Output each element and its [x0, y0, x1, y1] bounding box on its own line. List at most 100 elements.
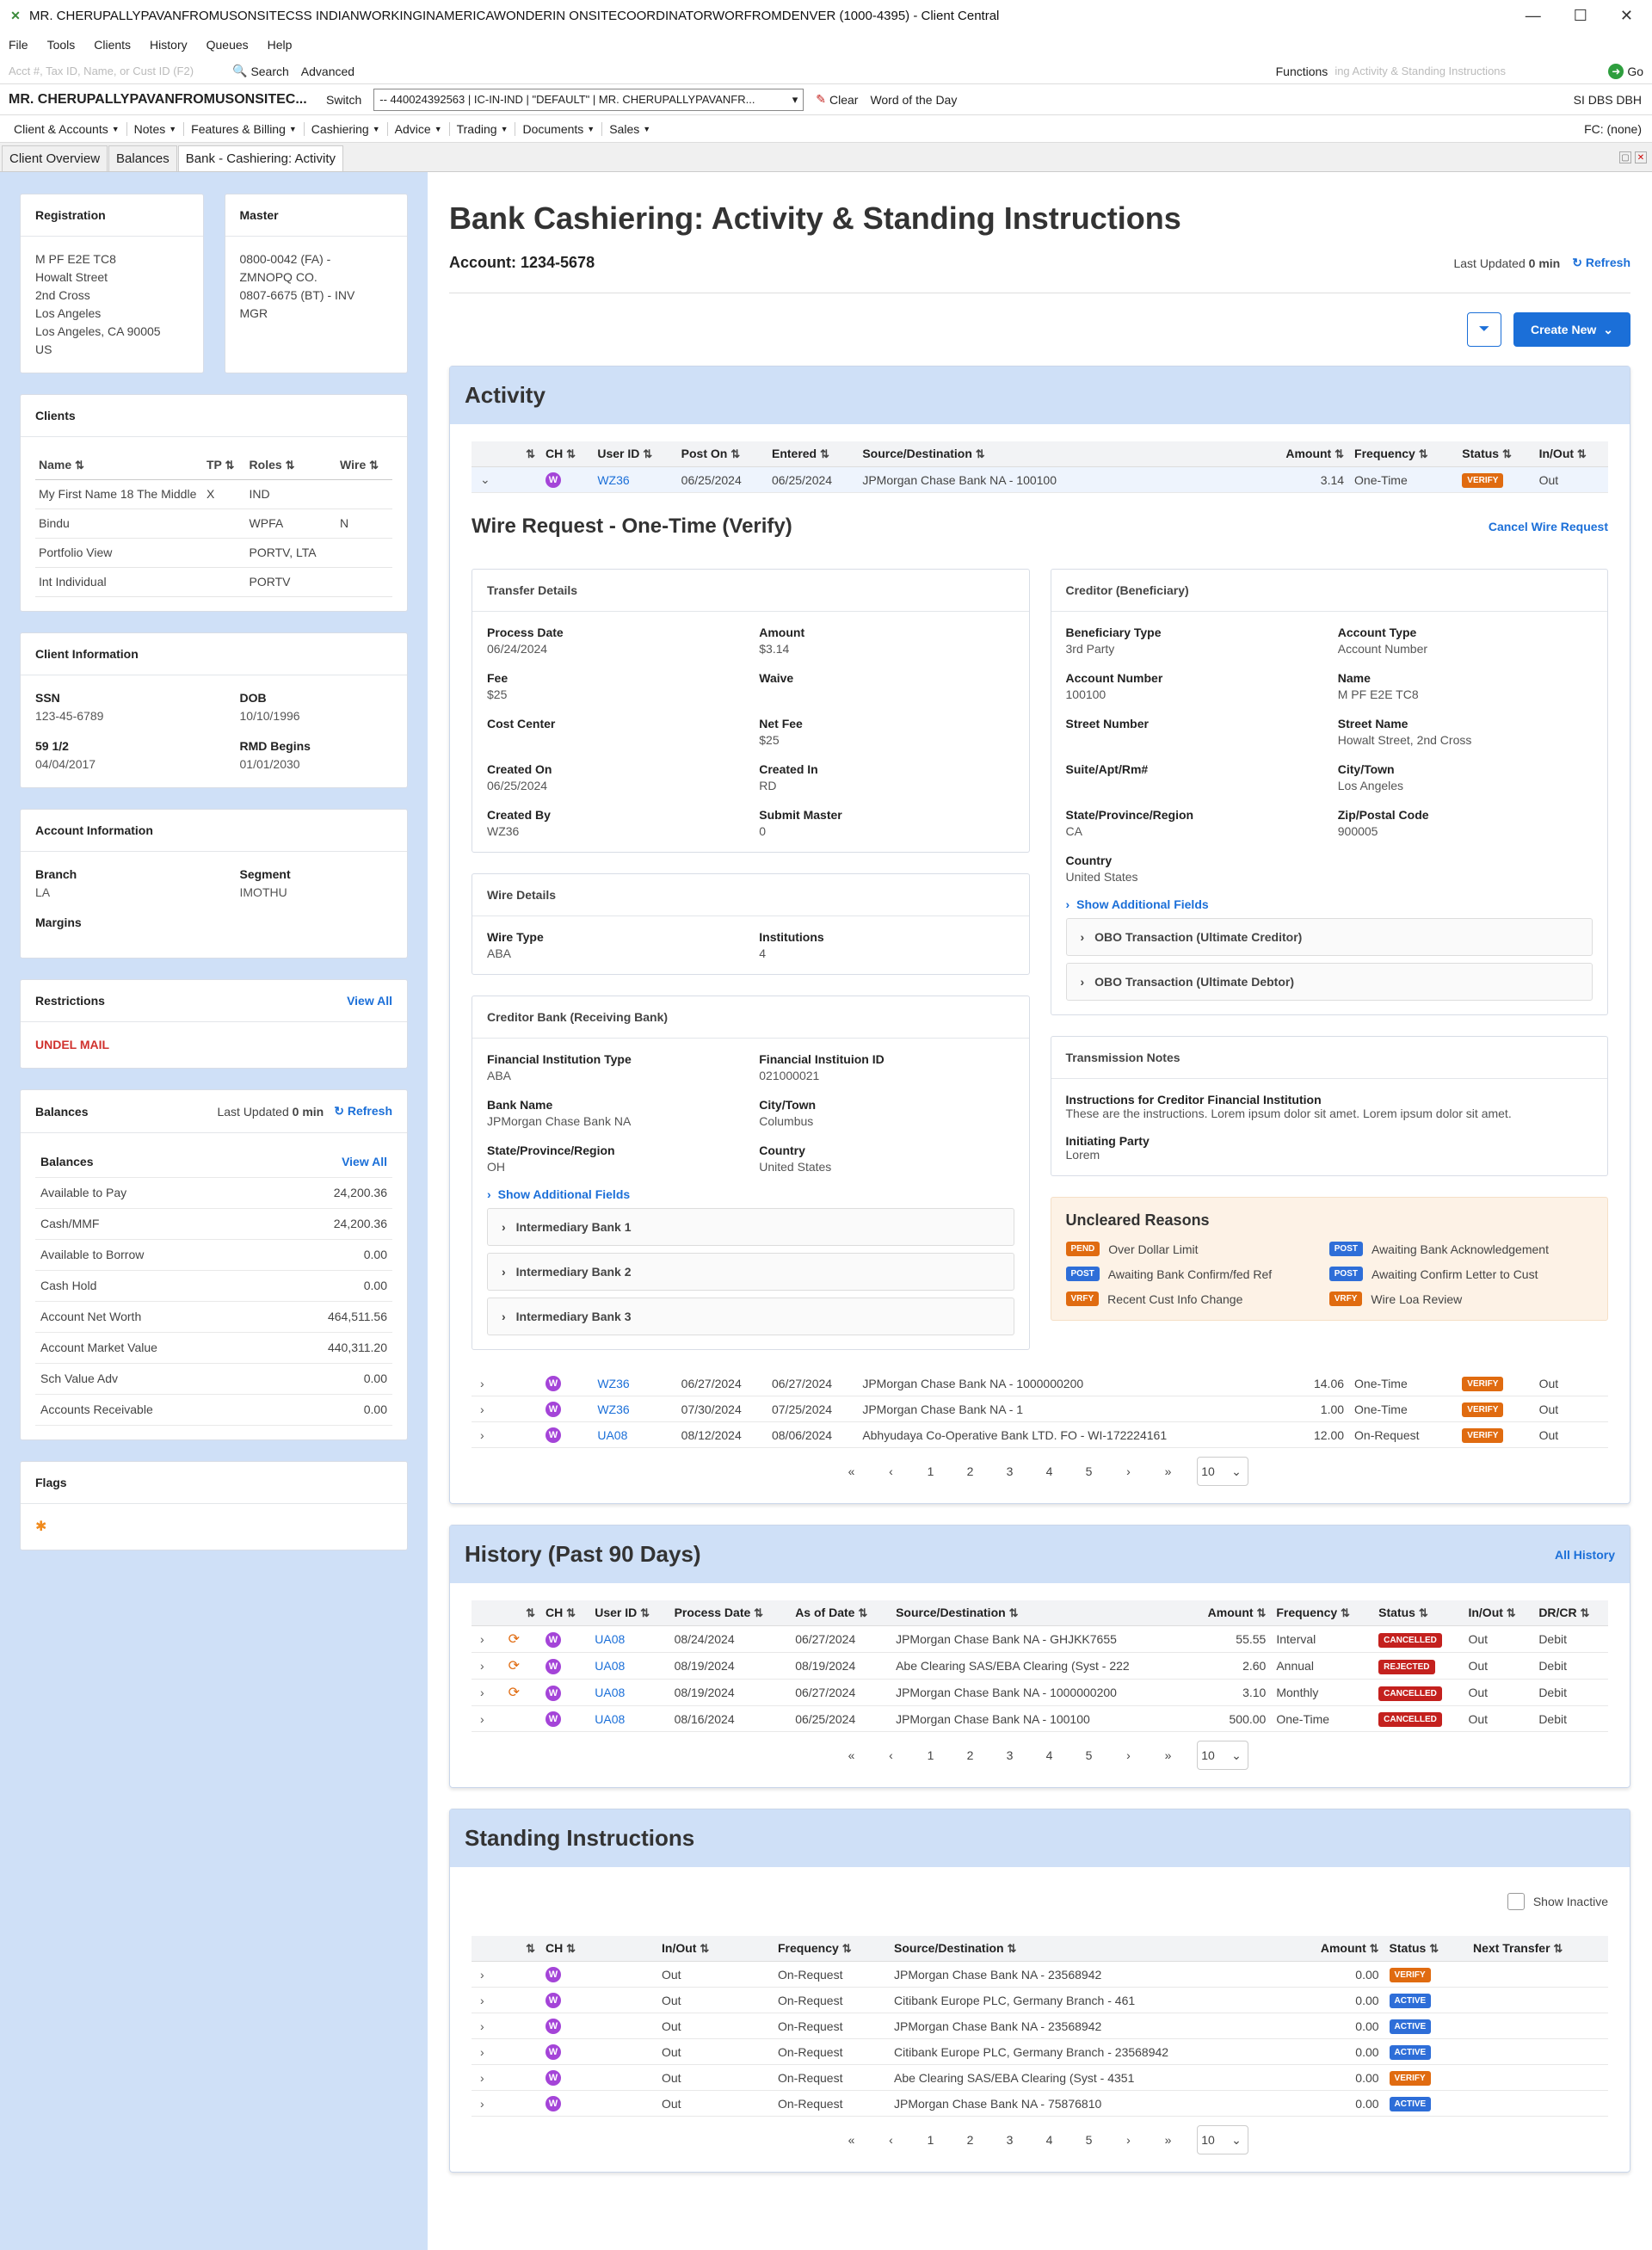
page-button[interactable]: 3	[1006, 2133, 1014, 2147]
table-row[interactable]: › W Out On-Request Abe Clearing SAS/EBA Clea…	[472, 2064, 1608, 2091]
col-status[interactable]: Status ⇅	[1457, 441, 1534, 467]
page-button[interactable]: 1	[927, 1748, 934, 1762]
col-status[interactable]: Status ⇅	[1373, 1600, 1464, 1626]
nav-notes[interactable]: Notes ▼	[127, 121, 185, 136]
menu-queues[interactable]: Queues	[206, 38, 249, 52]
tab-client-overview[interactable]: Client Overview	[2, 145, 108, 171]
page-button[interactable]: 1	[927, 2133, 934, 2147]
col-process-date[interactable]: Process Date ⇅	[669, 1600, 791, 1626]
expand-col-header[interactable]: ⇅	[472, 1600, 540, 1626]
user-id-link[interactable]: UA08	[597, 1427, 628, 1442]
close-tab-icon[interactable]: ✕	[1635, 151, 1647, 163]
page-button[interactable]: 3	[1006, 1748, 1014, 1762]
page-button[interactable]: 4	[1045, 2133, 1053, 2147]
chevron-right-icon[interactable]: ›	[480, 1632, 484, 1646]
table-row[interactable]: › ⟳ W UA08 08/24/2024 06/27/2024 JPMorgan …	[472, 1625, 1608, 1653]
intermediary-bank-accordion[interactable]: › Intermediary Bank 3	[487, 1298, 1014, 1335]
col-amount[interactable]: Amount ⇅	[1187, 1600, 1272, 1626]
page-button[interactable]: 5	[1085, 1748, 1093, 1762]
table-row[interactable]: › W WZ36 07/30/2024 07/25/2024 JPMorgan Ch…	[472, 1396, 1608, 1422]
table-row-expanded[interactable]: ⌄ W WZ36 06/25/2024 06/25/2024 JPMorgan …	[472, 466, 1608, 493]
go-button[interactable]: ➜ Go	[1608, 63, 1643, 79]
col-frequency[interactable]: Frequency ⇅	[773, 1936, 889, 1962]
col-dr-cr[interactable]: DR/CR ⇅	[1533, 1600, 1608, 1626]
page-button[interactable]: 5	[1085, 2133, 1093, 2147]
menu-tools[interactable]: Tools	[46, 38, 76, 52]
first-page-button[interactable]: «	[848, 2133, 855, 2147]
nav-cashiering[interactable]: Cashiering ▼	[305, 121, 388, 136]
user-id-link[interactable]: UA08	[595, 1632, 626, 1646]
first-page-button[interactable]: «	[848, 1464, 855, 1478]
col-ch[interactable]: CH ⇅	[540, 1936, 656, 1962]
next-page-button[interactable]: ›	[1126, 2133, 1131, 2147]
page-button[interactable]: 4	[1045, 1464, 1053, 1478]
clear-button[interactable]: ✎ Clear	[816, 92, 858, 107]
advanced-search-link[interactable]: Advanced	[300, 64, 355, 78]
first-page-button[interactable]: «	[848, 1748, 855, 1762]
obo-accordion[interactable]: › OBO Transaction (Ultimate Debtor)	[1065, 963, 1593, 1001]
page-button[interactable]: 2	[966, 1464, 974, 1478]
col-frequency[interactable]: Frequency ⇅	[1349, 441, 1458, 467]
show-additional-fields-link[interactable]: › Show Additional Fields	[1065, 897, 1209, 911]
user-id-link[interactable]: UA08	[595, 1711, 626, 1726]
col-in-out[interactable]: In/Out ⇅	[1533, 441, 1608, 467]
tab-bank-cashiering[interactable]: Bank - Cashiering: Activity	[177, 145, 343, 171]
user-id-link[interactable]: WZ36	[597, 1402, 630, 1416]
col-ch[interactable]: CH ⇅	[540, 441, 593, 467]
expand-col-header[interactable]: ⇅	[472, 1936, 540, 1962]
table-row[interactable]: › W UA08 08/12/2024 08/06/2024 Abhyudaya C…	[472, 1421, 1608, 1448]
menu-help[interactable]: Help	[267, 38, 293, 52]
next-page-button[interactable]: ›	[1126, 1748, 1131, 1762]
page-button[interactable]: 5	[1085, 1464, 1093, 1478]
prev-page-button[interactable]: ‹	[889, 1748, 893, 1762]
page-button[interactable]: 3	[1006, 1464, 1014, 1478]
functions-input[interactable]: ing Activity & Standing Instructions	[1335, 65, 1507, 77]
col-user-id[interactable]: User ID ⇅	[592, 441, 676, 467]
last-page-button[interactable]: »	[1164, 2133, 1172, 2147]
clients-col-roles[interactable]: Roles ⇅	[245, 451, 337, 480]
cancel-wire-request-link[interactable]: Cancel Wire Request	[1488, 520, 1608, 533]
page-button[interactable]: 2	[966, 2133, 974, 2147]
nav-client-accounts[interactable]: Client & Accounts ▼	[7, 121, 127, 136]
switch-button[interactable]: Switch	[326, 92, 362, 107]
chevron-right-icon[interactable]: ›	[480, 1376, 484, 1390]
page-size-select[interactable]: 10 ⌄	[1196, 1741, 1248, 1770]
chevron-right-icon[interactable]: ›	[480, 2019, 484, 2033]
col-next-transfer[interactable]: Next Transfer ⇅	[1468, 1936, 1608, 1962]
page-button[interactable]: 4	[1045, 1748, 1053, 1762]
maximize-button[interactable]: ☐	[1573, 6, 1587, 24]
intermediary-bank-accordion[interactable]: › Intermediary Bank 1	[487, 1208, 1014, 1246]
restrictions-view-all-link[interactable]: View All	[347, 994, 392, 1008]
account-select[interactable]: -- 440024392563 | IC-IN-IND | "DEFAULT" …	[373, 88, 804, 111]
clients-col-wire[interactable]: Wire ⇅	[336, 451, 392, 480]
table-row[interactable]: › W Out On-Request Citibank Europe PLC, Germ…	[472, 2038, 1608, 2065]
last-page-button[interactable]: »	[1164, 1464, 1172, 1478]
page-size-select[interactable]: 10 ⌄	[1196, 2125, 1248, 2154]
menu-clients[interactable]: Clients	[94, 38, 132, 52]
create-new-button[interactable]: Create New ⌄	[1513, 312, 1630, 347]
col-status[interactable]: Status ⇅	[1384, 1936, 1469, 1962]
col-source-destination[interactable]: Source/Destination ⇅	[891, 1600, 1188, 1626]
chevron-right-icon[interactable]: ›	[480, 2096, 484, 2111]
table-row[interactable]: › W UA08 08/16/2024 06/25/2024 JPMorgan Ch…	[472, 1705, 1608, 1732]
menu-file[interactable]: File	[9, 38, 28, 52]
col-amount[interactable]: Amount ⇅	[1287, 1936, 1384, 1962]
next-page-button[interactable]: ›	[1126, 1464, 1131, 1478]
table-row[interactable]: › W Out On-Request JPMorgan Chase Bank NA - …	[472, 1961, 1608, 1988]
obo-accordion[interactable]: › OBO Transaction (Ultimate Creditor)	[1065, 918, 1593, 956]
table-row[interactable]: › W Out On-Request JPMorgan Chase Bank NA - …	[472, 2013, 1608, 2039]
word-of-the-day-link[interactable]: Word of the Day	[870, 92, 958, 107]
balances-refresh-button[interactable]: ↻ Refresh	[334, 1104, 392, 1119]
chevron-right-icon[interactable]: ›	[480, 1993, 484, 2007]
show-additional-fields-link[interactable]: › Show Additional Fields	[487, 1187, 631, 1201]
nav-trading[interactable]: Trading ▼	[450, 121, 516, 136]
col-in-out[interactable]: In/Out ⇅	[1463, 1600, 1534, 1626]
chevron-right-icon[interactable]: ›	[480, 1711, 484, 1726]
refresh-button[interactable]: ↻ Refresh	[1572, 256, 1630, 270]
chevron-right-icon[interactable]: ›	[480, 1402, 484, 1416]
prev-page-button[interactable]: ‹	[889, 1464, 893, 1478]
user-id-link[interactable]: WZ36	[597, 1376, 630, 1390]
chevron-down-icon[interactable]: ⌄	[480, 472, 490, 486]
table-row[interactable]: › ⟳ W UA08 08/19/2024 06/27/2024 JPMorgan …	[472, 1679, 1608, 1706]
table-row[interactable]: › W Out On-Request JPMorgan Chase Bank NA - …	[472, 2090, 1608, 2117]
